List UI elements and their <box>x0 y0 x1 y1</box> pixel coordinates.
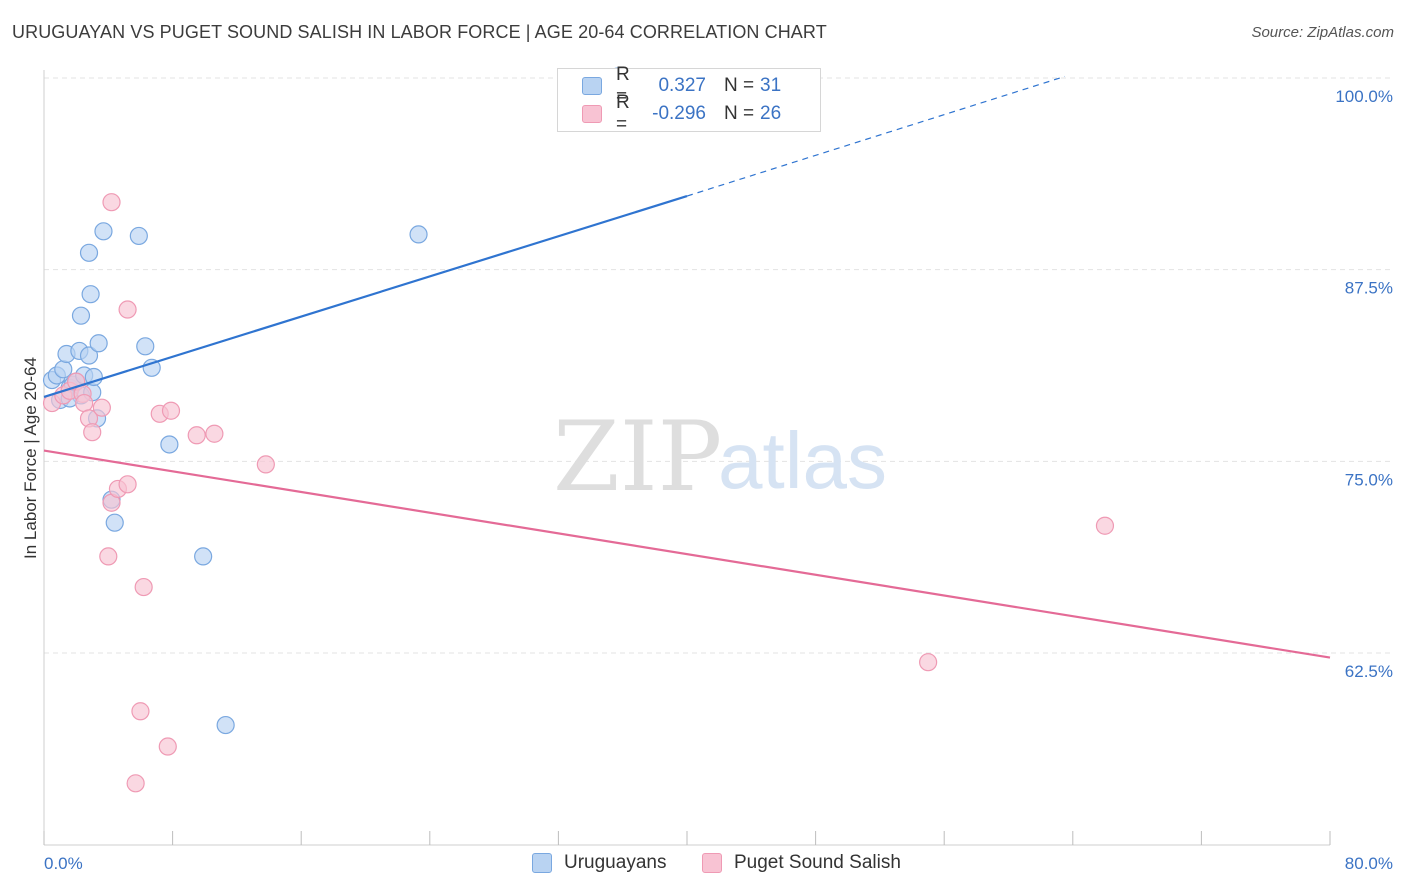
y-tick-label: 62.5% <box>1345 662 1393 681</box>
point-uruguayans <box>94 222 113 241</box>
y-tick-label: 75.0% <box>1345 470 1393 489</box>
point-puget-sound-salish <box>158 737 177 756</box>
x-tick-labels: 0.0% 80.0% <box>44 854 1393 873</box>
point-uruguayans <box>79 346 99 365</box>
trend-line-uruguayans-extrapolated <box>686 75 1065 197</box>
point-uruguayans <box>409 225 428 244</box>
y-axis-label: In Labor Force | Age 20-64 <box>21 357 40 559</box>
point-uruguayans <box>160 435 179 454</box>
series-legend-puget-sound-salish: Puget Sound Salish <box>702 852 901 874</box>
point-uruguayans <box>84 367 103 387</box>
series-label: Puget Sound Salish <box>734 852 901 873</box>
legend-swatch-pink <box>582 105 602 123</box>
trend-line-puget-sound-salish <box>43 449 1331 659</box>
series-swatch-pink <box>702 853 722 873</box>
point-uruguayans <box>194 547 213 566</box>
y-tick-label: 100.0% <box>1335 87 1393 106</box>
point-puget-sound-salish <box>131 702 150 721</box>
legend-n-value: 26 <box>760 103 782 124</box>
point-uruguayans <box>136 337 155 356</box>
point-puget-sound-salish <box>118 475 137 494</box>
point-puget-sound-salish <box>205 424 224 443</box>
point-puget-sound-salish <box>187 426 206 445</box>
point-puget-sound-salish <box>134 577 153 597</box>
point-uruguayans <box>89 334 108 353</box>
point-puget-sound-salish <box>256 455 275 474</box>
point-puget-sound-salish <box>161 401 181 420</box>
point-uruguayans <box>71 306 91 325</box>
legend-r-label: R = <box>616 64 630 107</box>
point-uruguayans <box>216 715 235 735</box>
x-tick-label: 80.0% <box>1345 854 1393 873</box>
trend-line-uruguayans <box>43 195 688 398</box>
point-puget-sound-salish <box>99 547 118 566</box>
legend-n-value: 31 <box>760 75 782 96</box>
correlation-legend: R = 0.327 N = 31 R = -0.296 N = 26 <box>557 64 821 135</box>
legend-n-label: N = <box>724 103 755 124</box>
legend-swatch-blue <box>582 77 602 95</box>
legend-r-value: 0.327 <box>658 75 706 96</box>
point-puget-sound-salish <box>118 300 137 319</box>
legend-r-label: R = <box>616 92 630 135</box>
legend-row-uruguayans: R = 0.327 N = 31 <box>582 64 782 107</box>
point-uruguayans <box>79 243 99 262</box>
point-puget-sound-salish <box>75 393 94 413</box>
axes <box>43 70 1331 846</box>
series-legend-uruguayans: Uruguayans <box>532 852 666 874</box>
legend-row-puget-sound-salish: R = -0.296 N = 26 <box>582 92 782 135</box>
series-swatch-blue <box>532 853 552 873</box>
point-puget-sound-salish <box>126 774 145 793</box>
point-uruguayans <box>81 285 100 304</box>
point-puget-sound-salish <box>919 653 938 672</box>
series-label: Uruguayans <box>564 852 667 873</box>
watermark-zip: ZIP <box>553 401 722 513</box>
watermark: ZIP atlas <box>553 401 887 513</box>
grid-lines <box>44 77 1392 654</box>
x-tick-label: 0.0% <box>44 854 83 873</box>
legend-r-value: -0.296 <box>652 103 706 124</box>
y-tick-label: 87.5% <box>1345 279 1393 298</box>
point-uruguayans <box>105 513 124 532</box>
trend-lines <box>43 75 1331 659</box>
point-puget-sound-salish <box>92 398 111 417</box>
point-uruguayans <box>129 226 148 246</box>
point-puget-sound-salish <box>102 193 121 212</box>
legend-n-label: N = <box>724 75 755 96</box>
watermark-atlas: atlas <box>718 416 887 505</box>
source-label: Source: ZipAtlas.com <box>1251 24 1394 41</box>
point-puget-sound-salish <box>83 423 102 442</box>
point-uruguayans <box>54 360 73 379</box>
y-tick-labels: 62.5% 75.0% 87.5% 100.0% <box>1335 87 1393 681</box>
point-puget-sound-salish <box>1095 516 1115 535</box>
chart-title: URUGUAYAN VS PUGET SOUND SALISH IN LABOR… <box>12 22 827 42</box>
